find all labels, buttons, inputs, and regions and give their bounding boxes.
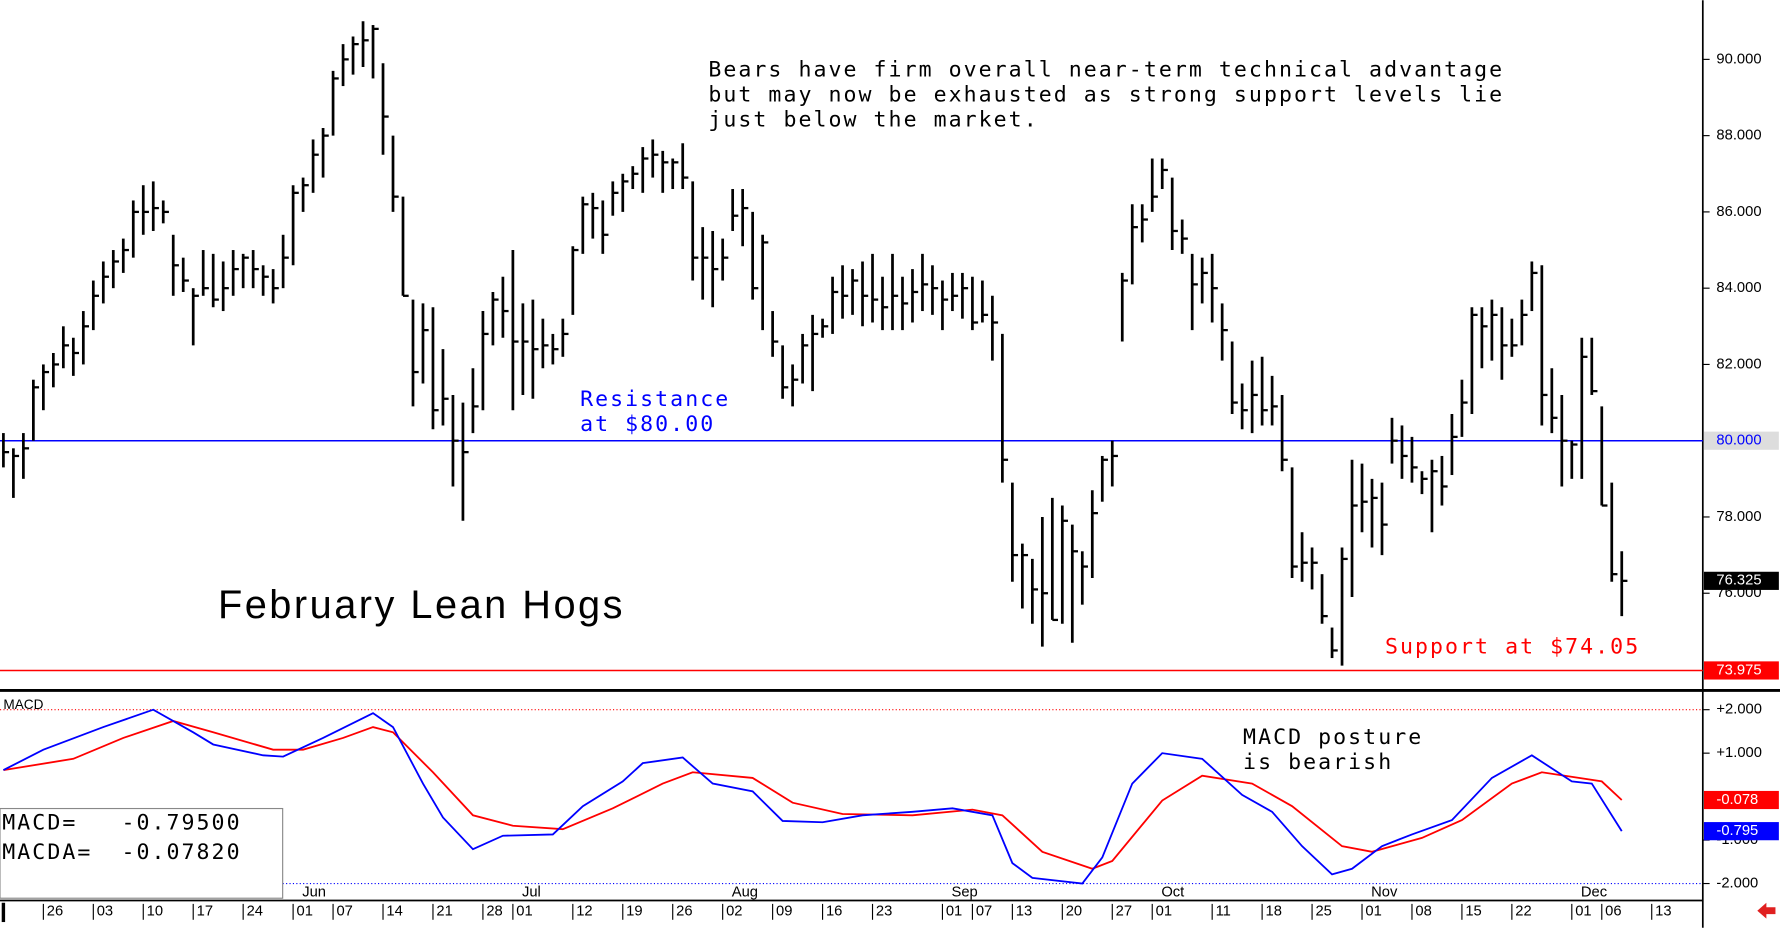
y-tick-label: 88.000 xyxy=(1716,128,1761,144)
x-tick-label: 20 xyxy=(1066,904,1082,920)
x-tick-label: 27 xyxy=(1116,904,1132,920)
x-tick-label: 10 xyxy=(147,904,163,920)
value-marker xyxy=(1703,822,1779,841)
macd-line xyxy=(3,720,1623,870)
month-label: Dec xyxy=(1581,884,1607,900)
x-tick-label: 09 xyxy=(776,904,792,920)
x-tick-label: 13 xyxy=(1655,904,1671,920)
x-tick-label: 24 xyxy=(247,904,263,920)
value-marker xyxy=(1703,431,1779,450)
y-tick-label: 86.000 xyxy=(1716,204,1761,220)
x-tick-label: 17 xyxy=(197,904,213,920)
value-marker xyxy=(1703,661,1779,680)
annotation: Bears have firm overall near-term techni… xyxy=(708,58,1504,83)
annotation: Support at $74.05 xyxy=(1385,634,1640,659)
x-tick-label: 14 xyxy=(386,904,402,920)
month-label: Jun xyxy=(302,884,326,900)
chart-title: February Lean Hogs xyxy=(218,583,625,627)
x-tick-label: 26 xyxy=(47,904,63,920)
x-tick-label: 01 xyxy=(1575,904,1591,920)
y-tick-label: 90.000 xyxy=(1716,51,1761,67)
annotation: Resistance xyxy=(580,387,730,412)
y-tick-label: 84.000 xyxy=(1716,280,1761,296)
x-tick-label: 03 xyxy=(97,904,113,920)
x-tick-label: 11 xyxy=(1216,904,1231,920)
x-tick-label: 08 xyxy=(1415,904,1431,920)
x-tick-label: 18 xyxy=(1266,904,1282,920)
y-tick-label: +2.000 xyxy=(1716,702,1762,718)
annotation: is bearish xyxy=(1243,750,1393,775)
y-tick-label: 78.000 xyxy=(1716,509,1761,525)
x-tick-label: 01 xyxy=(946,904,962,920)
annotation: at $80.00 xyxy=(580,412,715,437)
month-label: Sep xyxy=(952,884,978,900)
x-tick-label: 01 xyxy=(1156,904,1172,920)
month-label: Nov xyxy=(1371,884,1398,900)
x-tick-label: 16 xyxy=(826,904,842,920)
x-tick-label: 12 xyxy=(576,904,592,920)
x-tick-label: 01 xyxy=(297,904,313,920)
value-marker-label: 76.325 xyxy=(1716,573,1761,589)
x-tick-label: 26 xyxy=(676,904,692,920)
y-tick-label: 82.000 xyxy=(1716,356,1761,372)
value-marker-label: 73.975 xyxy=(1716,662,1761,678)
panel-title: MACD xyxy=(3,697,43,712)
readout-box xyxy=(0,807,284,899)
value-marker-label: -0.795 xyxy=(1716,823,1758,839)
readout-value: -0.07820 xyxy=(121,840,241,865)
readout-value: -0.79500 xyxy=(121,810,241,835)
x-tick-label: 19 xyxy=(626,904,642,920)
x-tick-label: 15 xyxy=(1465,904,1481,920)
annotation: MACD posture xyxy=(1243,725,1423,750)
x-tick-label: 02 xyxy=(726,904,742,920)
month-label: Jul xyxy=(522,884,541,900)
annotation: but may now be exhausted as strong suppo… xyxy=(708,83,1504,108)
x-tick-label: 28 xyxy=(486,904,502,920)
value-marker xyxy=(1703,571,1779,590)
value-marker-label: -0.078 xyxy=(1716,792,1758,808)
month-label: Oct xyxy=(1161,884,1184,900)
x-tick-label: 01 xyxy=(1365,904,1381,920)
y-tick-label: +1.000 xyxy=(1716,745,1762,761)
x-tick-label: 21 xyxy=(436,904,452,920)
x-tick-label: 07 xyxy=(976,904,992,920)
value-marker xyxy=(1703,790,1779,810)
macd-line xyxy=(2,708,1623,885)
x-tick-label: 07 xyxy=(336,904,352,920)
value-marker-label: 80.000 xyxy=(1716,433,1761,449)
x-tick-label: 06 xyxy=(1605,904,1621,920)
x-tick-label: 01 xyxy=(516,904,532,920)
readout-label: MACDA= xyxy=(2,840,92,865)
x-tick-label: 13 xyxy=(1016,904,1032,920)
x-tick-label: 23 xyxy=(876,904,892,920)
annotation: just below the market. xyxy=(708,108,1038,133)
month-label: Aug xyxy=(732,884,758,900)
x-tick-label: 25 xyxy=(1315,904,1331,920)
x-tick-label: 22 xyxy=(1515,904,1531,920)
y-tick-label: -2.000 xyxy=(1716,875,1758,891)
readout-label: MACD= xyxy=(2,810,77,835)
